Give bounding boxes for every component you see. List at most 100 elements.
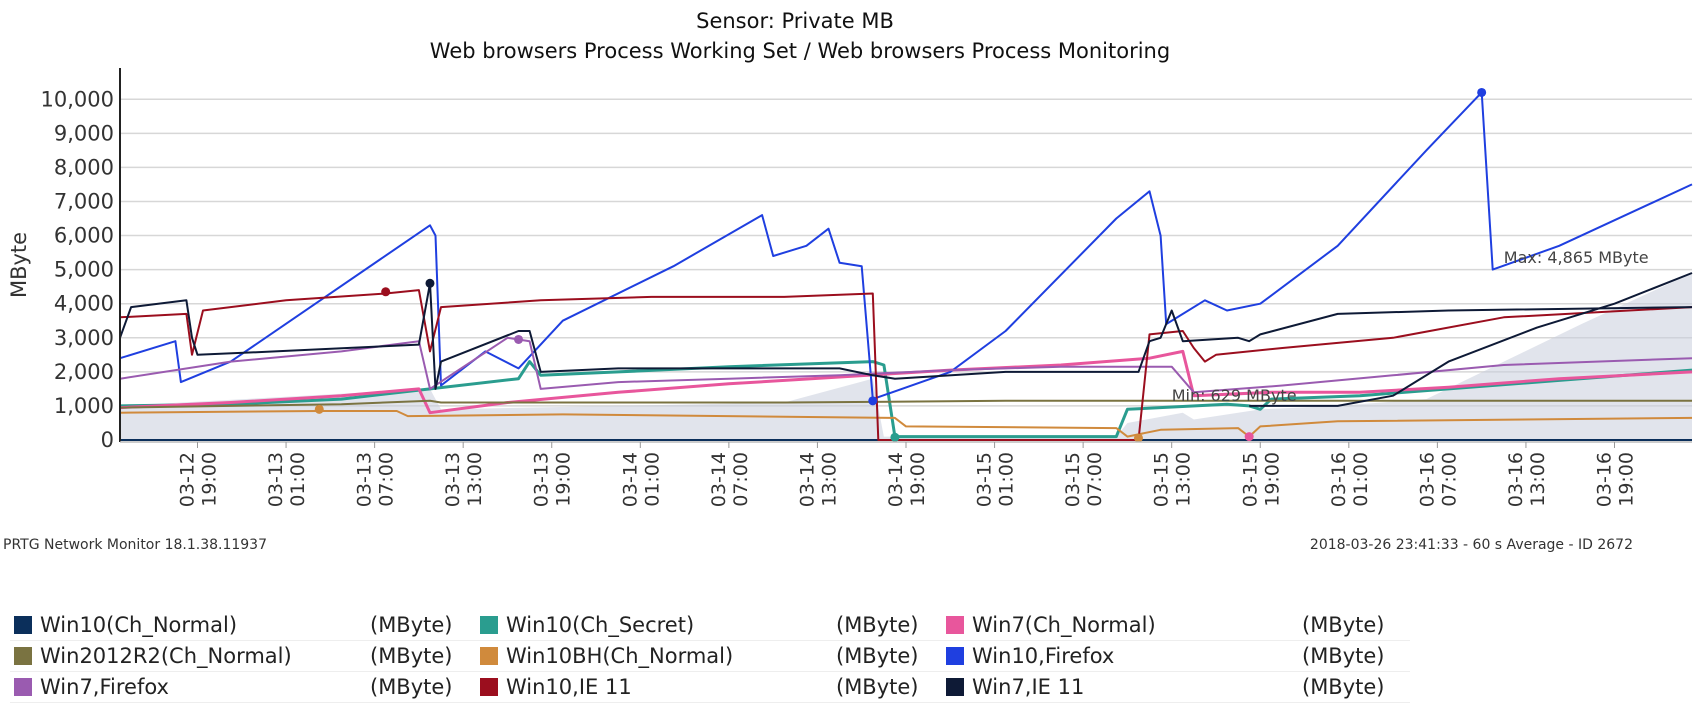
legend-swatch <box>480 616 498 634</box>
legend-swatch <box>946 616 964 634</box>
y-tick-label: 1,000 <box>54 394 114 418</box>
legend-item[interactable]: Win10(Ch_Normal) (MByte) <box>10 613 476 637</box>
series-line-rising-dark <box>1249 272 1693 407</box>
x-tick-label: 03-13 01:00 <box>265 452 309 507</box>
legend-unit: (MByte) <box>1302 644 1385 668</box>
x-tick-label: 03-15 01:00 <box>974 452 1018 507</box>
x-tick-date: 03-14 <box>619 452 641 507</box>
min-band-area <box>120 273 1692 440</box>
x-tick-label: 03-16 13:00 <box>1505 452 1549 507</box>
x-tick-label: 03-12 19:00 <box>176 452 220 507</box>
x-tick-label: 03-14 01:00 <box>619 452 663 507</box>
series-marker <box>381 287 391 297</box>
y-tick-label: 10,000 <box>41 87 114 111</box>
legend-swatch <box>480 678 498 696</box>
series-lines <box>119 91 1693 441</box>
y-tick-label: 4,000 <box>54 292 114 316</box>
y-tick-label: 8,000 <box>54 155 114 179</box>
x-tick-date: 03-15 <box>1239 452 1261 507</box>
y-tick-label: 5,000 <box>54 258 114 282</box>
legend-row: Win7,Firefox (MByte) Win10,IE 11 (MByte) Win… <box>10 672 1410 703</box>
x-tick-time: 13:00 <box>1173 452 1195 507</box>
x-tick-time: 07:00 <box>376 452 398 507</box>
legend-name: Win10,IE 11 <box>506 675 632 699</box>
legend-unit: (MByte) <box>836 613 919 637</box>
series-markers <box>314 87 1487 443</box>
series-line-win10-firefox <box>119 91 1693 401</box>
y-tick-label: 3,000 <box>54 326 114 350</box>
legend-item[interactable]: Win7,Firefox (MByte) <box>10 675 476 699</box>
chart-subtitle: Web browsers Process Working Set / Web b… <box>430 39 1170 63</box>
legend-unit: (MByte) <box>370 675 453 699</box>
legend-name: Win7(Ch_Normal) <box>972 613 1156 637</box>
legend-row: Win10(Ch_Normal) (MByte) Win10(Ch_Secret) (… <box>10 610 1410 641</box>
series-marker <box>1477 87 1487 97</box>
legend-unit: (MByte) <box>836 644 919 668</box>
legend-item[interactable]: Win10(Ch_Secret) (MByte) <box>476 613 942 637</box>
x-tick-label: 03-13 07:00 <box>354 452 398 507</box>
legend-item[interactable]: Win7(Ch_Normal) (MByte) <box>942 613 1408 637</box>
y-axis-label: MByte <box>7 232 31 298</box>
legend-unit: (MByte) <box>836 675 919 699</box>
series-line-win10-ie-11 <box>119 289 1693 441</box>
x-tick-time: 19:00 <box>198 452 220 507</box>
legend-item[interactable]: Win7,IE 11 (MByte) <box>942 675 1408 699</box>
x-tick-date: 03-13 <box>265 452 287 507</box>
x-tick-date: 03-15 <box>974 452 996 507</box>
x-tick-time: 01:00 <box>287 452 309 507</box>
x-tick-time: 13:00 <box>464 452 486 507</box>
x-tick-time: 07:00 <box>1438 452 1460 507</box>
x-tick-label: 03-16 01:00 <box>1328 452 1372 507</box>
x-tick-date: 03-16 <box>1328 452 1350 507</box>
y-tick-label: 9,000 <box>54 121 114 145</box>
legend-swatch <box>14 616 32 634</box>
legend-unit: (MByte) <box>1302 613 1385 637</box>
legend-name: Win7,Firefox <box>40 675 169 699</box>
legend-item[interactable]: Win2012R2(Ch_Normal) (MByte) <box>10 644 476 668</box>
series-marker <box>514 334 524 344</box>
x-tick-label: 03-14 19:00 <box>885 452 929 507</box>
legend-item[interactable]: Win10BH(Ch_Normal) (MByte) <box>476 644 942 668</box>
x-tick-label: 03-14 13:00 <box>796 452 840 507</box>
legend-item[interactable]: Win10,IE 11 (MByte) <box>476 675 942 699</box>
chart-annotation: Max: 4,865 MByte <box>1504 248 1649 267</box>
legend-item[interactable]: Win10,Firefox (MByte) <box>942 644 1408 668</box>
x-tick-label: 03-16 07:00 <box>1416 452 1460 507</box>
x-tick-date: 03-16 <box>1416 452 1438 507</box>
x-tick-label: 03-13 13:00 <box>442 452 486 507</box>
axes: 0 1,000 2,000 3,000 4,000 5,000 6,000 7,000 8,00… <box>41 68 1692 507</box>
series-marker <box>890 432 900 442</box>
x-tick-label: 03-15 13:00 <box>1151 452 1195 507</box>
min-band <box>120 273 1692 440</box>
series-line-win10bh-ch-normal- <box>119 410 1693 438</box>
x-tick-date: 03-13 <box>531 452 553 507</box>
x-tick-date: 03-14 <box>885 452 907 507</box>
legend-unit: (MByte) <box>1302 675 1385 699</box>
y-tick-label: 6,000 <box>54 224 114 248</box>
legend-name: Win10(Ch_Secret) <box>506 613 695 637</box>
legend-name: Win10(Ch_Normal) <box>40 613 238 637</box>
legend-name: Win10,Firefox <box>972 644 1115 668</box>
series-marker <box>314 404 324 414</box>
x-tick-time: 07:00 <box>1084 452 1106 507</box>
series-marker <box>868 396 878 406</box>
chart-annotation: Min: 629 MByte <box>1172 386 1297 405</box>
footer-version: PRTG Network Monitor 18.1.38.11937 <box>3 537 267 553</box>
x-tick-time: 07:00 <box>730 452 752 507</box>
x-tick-label: 03-16 19:00 <box>1594 452 1638 507</box>
legend-swatch <box>14 647 32 665</box>
x-tick-label: 03-15 19:00 <box>1239 452 1283 507</box>
x-tick-time: 13:00 <box>818 452 840 507</box>
series-marker <box>1133 433 1143 443</box>
y-tick-label: 0 <box>101 428 114 452</box>
x-tick-date: 03-14 <box>708 452 730 507</box>
x-tick-date: 03-13 <box>442 452 464 507</box>
legend-name: Win7,IE 11 <box>972 675 1085 699</box>
x-tick-time: 01:00 <box>996 452 1018 507</box>
x-tick-time: 13:00 <box>1527 452 1549 507</box>
y-tick-label: 2,000 <box>54 360 114 384</box>
series-line-win7-ie-11 <box>119 282 1693 390</box>
x-tick-time: 19:00 <box>1261 452 1283 507</box>
y-tick-label: 7,000 <box>54 189 114 213</box>
